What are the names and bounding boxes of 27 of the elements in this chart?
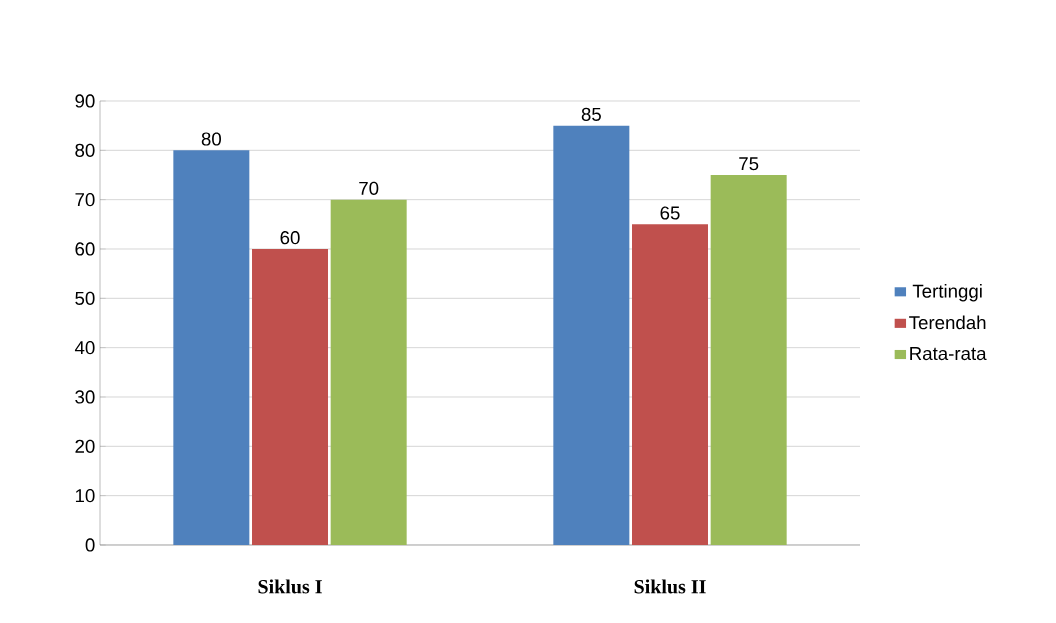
bar — [632, 224, 708, 545]
legend-label: Rata-rata — [910, 347, 987, 361]
bar — [710, 174, 787, 545]
data-label: 85 — [581, 107, 601, 121]
y-tick-label: 50 — [75, 291, 95, 305]
bar — [252, 248, 329, 545]
y-tick-label: 80 — [75, 143, 95, 157]
x-tick-label: Siklus II — [634, 579, 706, 594]
bar — [553, 125, 630, 545]
data-label: 60 — [280, 231, 300, 245]
legend-label: Terendah — [909, 315, 986, 330]
y-tick-label: 20 — [75, 439, 95, 453]
x-tick-label: Siklus I — [258, 579, 322, 594]
bar — [173, 150, 250, 545]
data-label: 75 — [739, 157, 759, 171]
data-label: 80 — [201, 132, 221, 146]
y-tick-label: 10 — [75, 489, 95, 503]
data-label: 65 — [660, 206, 680, 220]
y-tick-label: 40 — [74, 341, 95, 355]
y-tick-label: 60 — [75, 242, 95, 256]
data-label: 70 — [359, 181, 379, 195]
y-tick-label: 90 — [75, 94, 95, 108]
y-tick-label: 30 — [75, 390, 95, 404]
bar — [330, 199, 407, 545]
y-tick-label: 70 — [75, 193, 95, 207]
y-tick-label: 0 — [85, 538, 95, 552]
legend-label: Tertinggi — [912, 284, 982, 302]
